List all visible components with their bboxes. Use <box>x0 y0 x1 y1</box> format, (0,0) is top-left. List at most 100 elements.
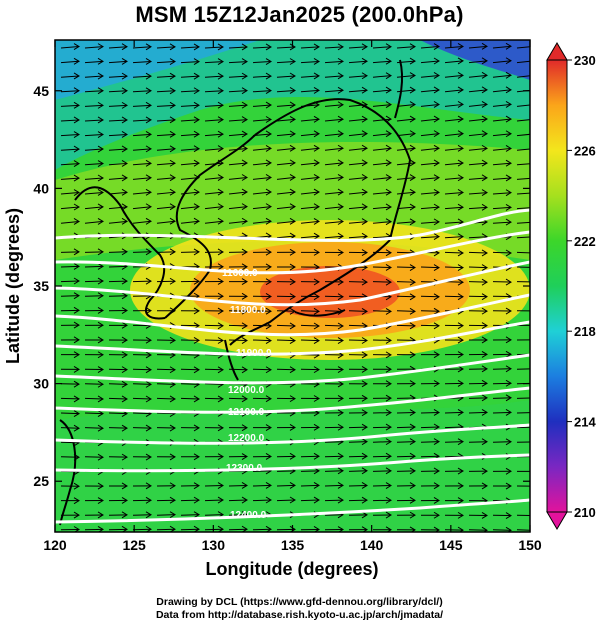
wind-arrowhead <box>97 351 104 359</box>
wind-arrowhead <box>97 366 104 373</box>
wind-arrowhead <box>505 249 512 257</box>
wind-arrowhead <box>385 482 392 489</box>
wind-arrow <box>324 295 344 298</box>
wind-arrow <box>180 354 200 356</box>
wind-arrow <box>300 220 320 224</box>
wind-arrowhead <box>121 395 128 403</box>
wind-arrow <box>324 162 344 166</box>
wind-arrowhead <box>385 249 392 257</box>
wind-arrowhead <box>385 336 392 344</box>
wind-arrowhead <box>481 264 488 272</box>
wind-arrowhead <box>145 380 152 388</box>
wind-arrow <box>156 177 176 180</box>
wind-arrowhead <box>361 409 368 417</box>
wind-arrow <box>372 235 392 239</box>
wind-arrow <box>420 89 440 93</box>
wind-arrow <box>156 119 176 122</box>
wind-arrow <box>300 147 320 151</box>
wind-arrow <box>252 206 272 210</box>
wind-arrowhead <box>409 322 416 330</box>
wind-arrow <box>108 191 128 195</box>
wind-arrow <box>468 147 488 151</box>
chart-title: MSM 15Z12Jan2025 (200.0hPa) <box>135 2 464 27</box>
wind-arrowhead <box>505 86 512 94</box>
wind-arrowhead <box>145 43 152 51</box>
wind-arrow <box>276 46 296 49</box>
wind-arrowhead <box>265 307 272 315</box>
wind-arrowhead <box>505 130 512 138</box>
wind-arrowhead <box>361 351 368 359</box>
wind-arrowhead <box>433 409 440 416</box>
wind-arrowhead <box>121 366 128 374</box>
wind-arrow <box>468 192 488 195</box>
wind-arrowhead <box>481 293 488 301</box>
wind-arrowhead <box>97 131 104 138</box>
wind-arrowhead <box>193 366 200 374</box>
x-tick-label: 135 <box>281 537 305 553</box>
wind-arrow <box>468 89 488 93</box>
wind-arrow <box>348 441 368 443</box>
credit-data: Data from http://database.rish.kyoto-u.a… <box>155 609 444 621</box>
wind-arrowhead <box>433 380 440 387</box>
colorbar-min-arrow <box>546 511 568 530</box>
wind-arrowhead <box>433 322 440 330</box>
wind-arrow <box>396 266 416 269</box>
wind-arrowhead <box>97 380 104 388</box>
wind-arrow <box>372 426 392 429</box>
wind-arrowhead <box>241 217 248 225</box>
wind-arrowhead <box>73 145 80 153</box>
wind-arrowhead <box>265 366 272 374</box>
wind-arrowhead <box>457 278 464 286</box>
wind-arrowhead <box>289 188 296 196</box>
wind-arrowhead <box>289 293 296 300</box>
wind-arrowhead <box>481 467 488 475</box>
wind-arrow <box>300 162 320 166</box>
wind-arrow <box>444 426 464 429</box>
wind-arrowhead <box>73 336 80 344</box>
wind-arrow <box>180 220 200 224</box>
wind-arrowhead <box>433 115 440 123</box>
wind-arrow <box>396 104 416 107</box>
wind-arrowhead <box>121 248 128 256</box>
wind-arrow <box>396 147 416 151</box>
wind-arrowhead <box>313 86 320 94</box>
wind-arrow <box>180 119 200 122</box>
colorbar-tick-label: 214 <box>574 415 596 430</box>
wind-arrow <box>492 221 512 224</box>
wind-arrowhead <box>241 203 248 211</box>
wind-arrowhead <box>73 189 80 196</box>
wind-arrow <box>180 206 200 210</box>
wind-arrow <box>420 103 440 107</box>
wind-arrow <box>108 60 128 64</box>
wind-arrow <box>492 133 512 137</box>
wind-arrowhead <box>457 408 464 416</box>
wind-arrow <box>420 236 440 239</box>
wind-arrowhead <box>337 57 344 65</box>
wind-arrow <box>60 206 80 210</box>
wind-arrow <box>228 61 248 64</box>
wind-arrow <box>444 133 464 137</box>
wind-arrow <box>348 118 368 122</box>
x-tick-label: 150 <box>518 537 542 553</box>
wind-arrowhead <box>481 86 488 94</box>
wind-arrowhead <box>97 160 104 167</box>
wind-arrow <box>252 90 272 93</box>
wind-arrow <box>420 266 440 269</box>
wind-arrow <box>132 119 152 122</box>
wind-arrowhead <box>409 144 416 152</box>
wind-arrow <box>228 90 248 93</box>
wind-arrow <box>132 133 152 137</box>
wind-arrowhead <box>313 144 320 152</box>
wind-arrowhead <box>313 232 320 240</box>
wind-arrowhead <box>313 322 320 330</box>
wind-arrowhead <box>145 307 152 315</box>
wind-arrow <box>444 441 464 443</box>
wind-arrowhead <box>505 159 512 167</box>
wind-arrowhead <box>313 337 320 345</box>
wind-arrowhead <box>289 217 296 225</box>
wind-arrow <box>492 74 512 78</box>
wind-arrowhead <box>265 101 272 109</box>
wind-arrowhead <box>337 452 344 460</box>
wind-arrowhead <box>337 232 344 240</box>
wind-arrow <box>228 206 248 210</box>
